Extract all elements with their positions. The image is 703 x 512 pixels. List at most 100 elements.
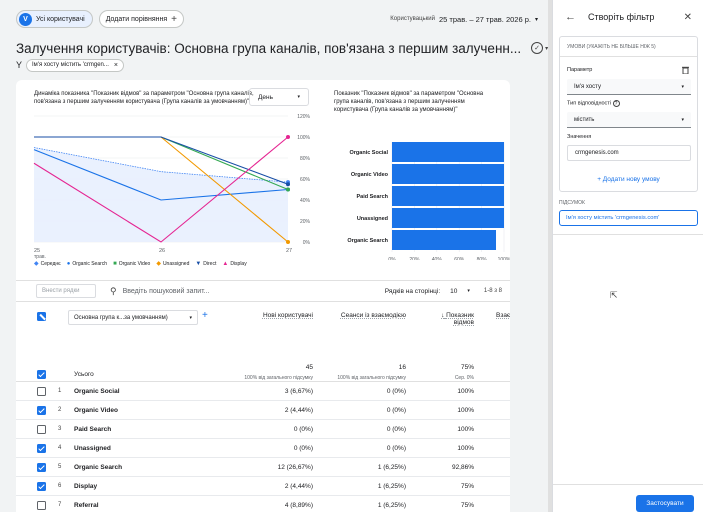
legend-label: Organic Video — [118, 260, 151, 267]
top-bar: V Усі користувачі Додати порівняння + Ко… — [16, 8, 538, 30]
total-new-users-sub: 100% від загального підсумку — [244, 375, 313, 381]
row-number: 5 — [58, 464, 62, 470]
segment-badge: V — [19, 12, 32, 26]
cell-engaged-sessions: 0 (0%) — [386, 388, 406, 395]
row-checkbox[interactable] — [37, 501, 46, 512]
column-bounce-rate[interactable]: ↓ Показник відмов — [426, 312, 474, 326]
table-row[interactable]: 5 Organic Search 12 (26,67%) 1 (6,25%) 92,86… — [16, 458, 510, 477]
legend-item[interactable]: ▲ Display — [222, 261, 246, 267]
cell-new-users: 0 (0%) — [293, 426, 313, 433]
filter-chip[interactable]: Ім'я хосту містить 'crmgen... × — [26, 58, 124, 72]
date-range-picker[interactable]: Користувацький 25 трав. – 27 трав. 2026 … — [390, 15, 538, 24]
legend-item[interactable]: ● Organic Search — [67, 261, 107, 267]
row-checkbox[interactable] — [37, 406, 46, 417]
match-type-select[interactable]: містить ▾ — [567, 112, 691, 128]
x-tick-label: 80% — [477, 257, 488, 260]
legend-item[interactable]: ■ Organic Video — [113, 261, 150, 267]
y-tick-label: 40% — [300, 198, 311, 204]
rows-per-page-select[interactable]: 10 — [450, 287, 458, 295]
granularity-select[interactable]: День ▾ — [249, 88, 309, 106]
row-checkbox[interactable] — [37, 444, 46, 455]
column-engaged-sessions[interactable]: Сеанси із взаємодією — [340, 312, 406, 319]
row-channel-name[interactable]: Organic Social — [74, 388, 120, 395]
row-checkbox[interactable] — [37, 482, 46, 493]
param-value: Ім'я хосту — [574, 83, 601, 90]
select-all-checkbox[interactable] — [37, 312, 46, 321]
cell-bounce-rate: 100% — [457, 445, 474, 452]
help-icon[interactable]: ? — [612, 100, 620, 107]
legend-marker-icon: ▲ — [222, 260, 229, 267]
rows-input[interactable]: Внести рядки — [36, 284, 96, 298]
row-channel-name[interactable]: Unassigned — [74, 445, 111, 452]
filter-panel: ← Створіть фільтр ✕ УМОВИ (УКАЖІТЬ НЕ БІ… — [552, 0, 703, 512]
total-bounce-rate-sub: Сер. 0% — [454, 375, 474, 381]
table-row[interactable]: 4 Unassigned 0 (0%) 0 (0%) 100% — [16, 439, 510, 458]
match-type-value: містить — [574, 116, 595, 123]
row-channel-name[interactable]: Organic Search — [74, 464, 123, 471]
close-icon[interactable]: ✕ — [683, 11, 692, 23]
y-tick-label: 100% — [297, 135, 310, 141]
column-new-users[interactable]: Нові користувачі — [262, 312, 313, 319]
legend-item[interactable]: ◆ Середнє — [34, 260, 61, 268]
search-input[interactable]: Введіть пошуковий запит... — [122, 287, 210, 295]
legend-label: Organic Search — [72, 260, 108, 267]
back-arrow-icon[interactable]: ← — [565, 11, 576, 23]
add-dimension-button[interactable]: + — [202, 310, 208, 321]
chart-legend: ◆ Середнє ● Organic Search ■ Organic Video ◆ Un… — [34, 260, 247, 268]
bar-unassigned — [392, 208, 504, 228]
row-channel-name[interactable]: Referral — [74, 502, 99, 509]
segment-chip[interactable]: V Усі користувачі — [16, 10, 93, 28]
legend-marker-icon: ■ — [113, 260, 117, 267]
status-badge[interactable]: ✓ ▾ — [531, 42, 548, 54]
x-tick-sublabel: трав. — [34, 254, 46, 260]
row-channel-name[interactable]: Paid Search — [74, 426, 112, 433]
total-engaged-sessions-sub: 100% від загального підсумку — [337, 375, 406, 381]
table-row[interactable]: 6 Display 2 (4,44%) 1 (6,25%) 75% — [16, 477, 510, 496]
row-checkbox[interactable] — [37, 387, 46, 398]
row-checkbox[interactable] — [37, 425, 46, 436]
series-line-середнє — [33, 147, 289, 183]
value-label: Значення — [567, 134, 592, 140]
legend-item[interactable]: ◆ Unassigned — [156, 260, 189, 268]
row-channel-name[interactable]: Display — [74, 483, 98, 490]
table-row[interactable]: 1 Organic Social 3 (6,67%) 0 (0%) 100% — [16, 382, 510, 401]
bar-category-label: Paid Search — [357, 194, 389, 200]
x-tick-label: 25 — [34, 248, 40, 254]
filter-chip-label: Ім'я хосту містить 'crmgen... — [32, 62, 109, 68]
main-area: V Усі користувачі Додати порівняння + Ко… — [0, 0, 548, 512]
title-actions: ✓ ▾ — [531, 42, 548, 54]
row-checkbox[interactable] — [37, 463, 46, 474]
table-row[interactable]: 3 Paid Search 0 (0%) 0 (0%) 100% — [16, 420, 510, 439]
apply-button[interactable]: Застосувати — [636, 495, 694, 512]
row-number: 2 — [58, 407, 62, 413]
cell-engaged-sessions: 0 (0%) — [386, 445, 406, 452]
cell-new-users: 2 (4,44%) — [284, 483, 313, 490]
date-range: 25 трав. – 27 трав. 2026 р. — [438, 14, 531, 24]
trash-icon[interactable] — [682, 66, 689, 76]
checkbox-mark — [37, 387, 46, 396]
cell-new-users: 12 (26,67%) — [277, 464, 313, 471]
column-engagement[interactable]: Взаємодія — [496, 312, 510, 319]
chevron-down-icon: ▾ — [189, 314, 192, 321]
scrollbar[interactable] — [548, 0, 552, 512]
close-icon[interactable]: × — [113, 61, 118, 69]
panel-title: Створіть фільтр — [588, 12, 655, 22]
series-point — [286, 135, 290, 139]
plus-icon: + — [171, 13, 178, 25]
add-comparison-button[interactable]: Додати порівняння + — [98, 10, 185, 28]
row-channel-name[interactable]: Organic Video — [74, 407, 118, 414]
dimension-select[interactable]: Основна група к...за умовчанням) ▾ — [68, 310, 198, 325]
legend-item[interactable]: ▼ Direct — [195, 261, 216, 267]
value-input[interactable]: crmgenesis.com — [567, 145, 691, 161]
table-row[interactable]: 7 Referral 4 (8,89%) 1 (6,25%) 75% — [16, 496, 510, 512]
conditions-box: УМОВИ (УКАЖІТЬ НЕ БІЛЬШЕ НІЖ 5) Параметр… — [559, 36, 698, 192]
table-header: Основна група к...за умовчанням) ▾ + Нов… — [16, 302, 510, 382]
param-select[interactable]: Ім'я хосту ▾ — [567, 79, 691, 95]
series-line-organic-search — [33, 149, 289, 201]
match-type-label: Тип відповідності ? — [567, 100, 620, 107]
series-point — [286, 182, 290, 187]
totals-checkbox[interactable] — [37, 370, 46, 379]
table-row[interactable]: 2 Organic Video 2 (4,44%) 0 (0%) 100% — [16, 401, 510, 420]
add-condition-button[interactable]: + Додати нову умову — [597, 176, 660, 183]
cell-new-users: 0 (0%) — [293, 445, 313, 452]
